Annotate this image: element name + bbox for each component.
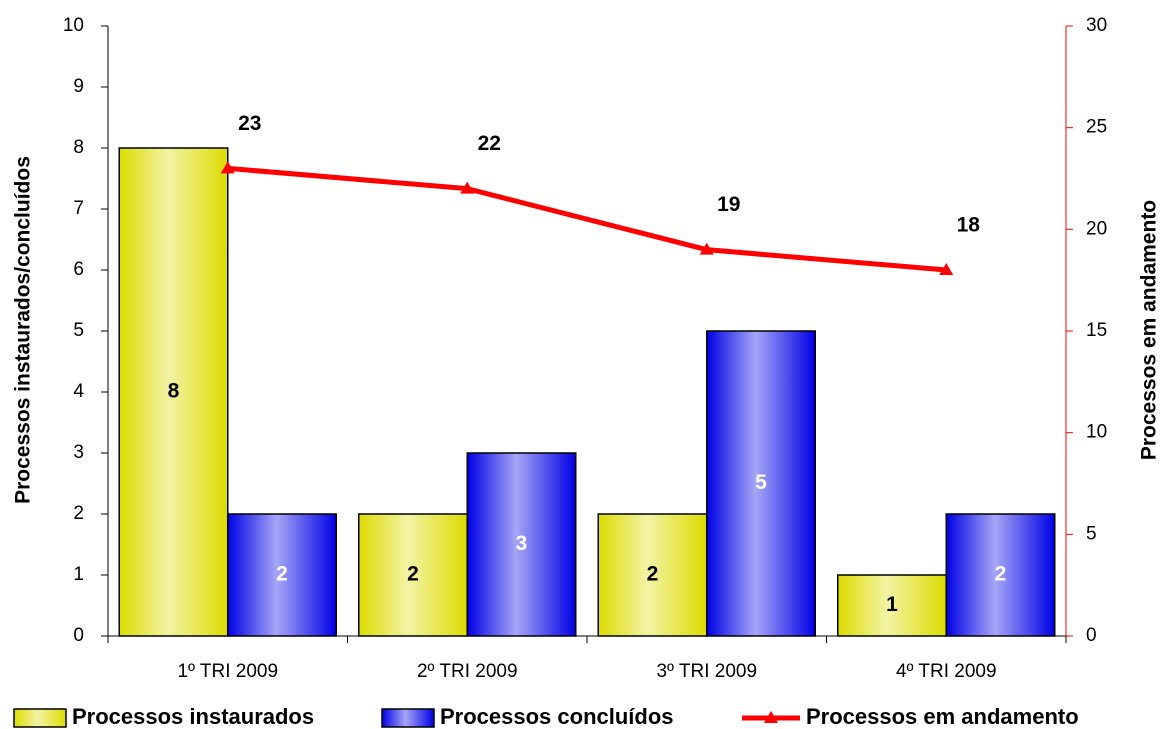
data-label: 23 [238,112,261,135]
y2-tick-label: 30 [1086,15,1107,36]
bar [706,330,816,637]
bar [837,574,947,637]
data-label: 2 [276,563,288,586]
y-tick-label: 6 [73,259,84,280]
y2-tick-label: 10 [1086,422,1107,443]
bar [118,147,229,637]
data-label: 2 [407,563,419,586]
y-tick-label: 1 [73,564,84,585]
y-tick-label: 7 [73,198,84,219]
data-label: 19 [717,193,740,216]
data-label: 2 [647,563,659,586]
y-tick-label: 10 [63,15,84,36]
y-tick-label: 5 [73,320,84,341]
y-tick-label: 3 [73,442,84,463]
bar [945,513,1056,637]
y-tick-label: 4 [73,381,84,402]
y2-tick-label: 5 [1086,523,1097,544]
line-marker [699,242,714,255]
legend-label: Processos instaurados [72,704,314,729]
legend-label: Processos concluídos [440,704,674,729]
y-tick-label: 0 [73,625,84,646]
line [227,165,947,273]
legend-swatch [13,708,67,728]
data-label: 22 [478,132,501,155]
data-label: 18 [957,214,981,237]
y-tick-label: 9 [73,76,84,97]
bar [597,513,708,637]
y2-axis-title: Processos em andamento [1138,200,1161,460]
legend-label: Processos em andamento [806,704,1079,729]
y2-tick-label: 20 [1086,218,1107,239]
bar [466,452,577,637]
legend-marker [764,711,778,723]
x-tick-label: 3º TRI 2009 [656,661,757,682]
data-label: 1 [886,593,898,616]
x-tick-label: 1º TRI 2009 [177,661,278,682]
y2-tick-label: 15 [1086,320,1107,341]
data-label: 5 [755,471,767,494]
y-axis-title: Processos instaurados/concluídos [12,156,35,504]
line-marker [220,161,235,174]
x-tick-label: 4º TRI 2009 [896,661,997,682]
y2-tick-label: 0 [1086,625,1097,646]
line-marker [939,263,954,275]
x-tick-label: 2º TRI 2009 [417,661,518,682]
bar [358,513,468,637]
bar [227,513,337,637]
data-label: 8 [168,380,180,403]
data-label: 3 [516,532,528,555]
data-label: 2 [995,563,1007,586]
y2-tick-label: 25 [1086,117,1107,138]
legend-swatch [381,708,435,728]
y-tick-label: 2 [73,503,84,524]
line-marker [460,181,475,194]
y-tick-label: 8 [73,137,84,158]
